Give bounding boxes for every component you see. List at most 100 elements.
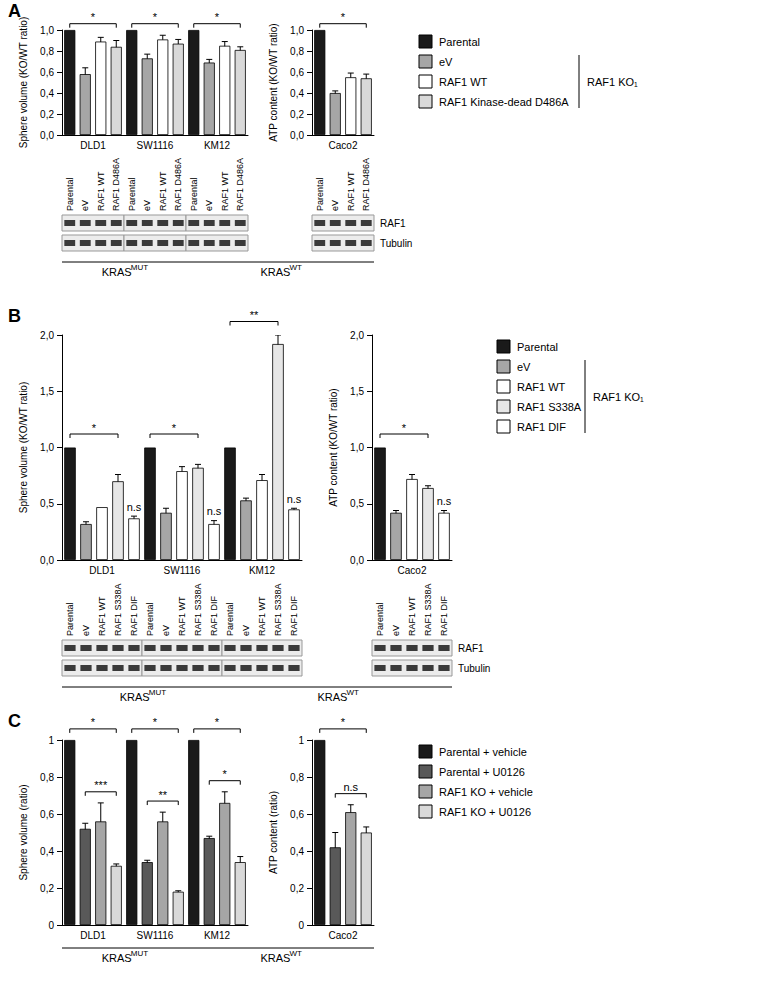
svg-text:DLD1: DLD1 (80, 930, 106, 941)
svg-text:eV: eV (517, 361, 531, 373)
svg-text:0: 0 (298, 920, 304, 931)
svg-text:*: * (223, 768, 228, 780)
svg-text:C: C (8, 711, 21, 731)
svg-text:RAF1 D486A: RAF1 D486A (173, 158, 183, 211)
svg-text:0,4: 0,4 (290, 846, 304, 857)
svg-text:RAF1 S338A: RAF1 S338A (193, 583, 203, 636)
svg-text:*: * (91, 716, 96, 728)
svg-text:0,8: 0,8 (290, 46, 304, 57)
svg-text:DLD1: DLD1 (80, 140, 106, 151)
svg-text:0,4: 0,4 (40, 846, 54, 857)
svg-text:n.s: n.s (207, 505, 222, 517)
svg-text:SW1116: SW1116 (137, 140, 174, 151)
svg-text:eV: eV (439, 56, 453, 68)
svg-text:Caco2: Caco2 (329, 140, 358, 151)
svg-text:RAF1: RAF1 (380, 218, 406, 229)
svg-text:RAF1 D486A: RAF1 D486A (111, 158, 121, 211)
svg-text:*: * (215, 11, 220, 23)
svg-text:RAF1 S338A: RAF1 S338A (113, 583, 123, 636)
svg-text:Parental: Parental (315, 177, 325, 211)
svg-text:SW1116: SW1116 (137, 930, 174, 941)
svg-text:1,0: 1,0 (350, 442, 364, 453)
svg-text:RAF1 WT: RAF1 WT (517, 381, 566, 393)
svg-text:*: * (341, 11, 346, 23)
svg-text:RAF1 Kinase-dead D486A: RAF1 Kinase-dead D486A (439, 96, 569, 108)
svg-text:**: ** (250, 309, 259, 321)
svg-text:1: 1 (298, 735, 304, 746)
svg-text:*: * (402, 422, 407, 434)
svg-text:n.s: n.s (127, 501, 142, 513)
svg-text:RAF1 S338A: RAF1 S338A (517, 401, 582, 413)
svg-text:RAF1 WT: RAF1 WT (257, 596, 267, 636)
svg-text:MUT: MUT (149, 688, 166, 697)
svg-text:Parental + U0126: Parental + U0126 (439, 766, 525, 778)
svg-text:Parental: Parental (189, 177, 199, 211)
svg-text:B: B (8, 306, 21, 326)
svg-text:0,6: 0,6 (40, 809, 54, 820)
svg-text:KM12: KM12 (249, 565, 276, 576)
svg-text:KRAS: KRAS (261, 266, 291, 278)
svg-text:ATP content (ratio): ATP content (ratio) (268, 791, 279, 874)
svg-text:0,0: 0,0 (40, 130, 54, 141)
svg-text:0,6: 0,6 (290, 67, 304, 78)
svg-text:*: * (215, 716, 220, 728)
svg-text:KM12: KM12 (204, 930, 231, 941)
svg-text:RAF1 WT: RAF1 WT (97, 596, 107, 636)
svg-text:0,8: 0,8 (290, 772, 304, 783)
svg-text:1,0: 1,0 (40, 442, 54, 453)
svg-text:n.s: n.s (287, 493, 302, 505)
svg-text:*: * (172, 422, 177, 434)
svg-text:0,2: 0,2 (290, 109, 304, 120)
svg-text:eV: eV (81, 625, 91, 636)
svg-text:0,6: 0,6 (40, 67, 54, 78)
svg-text:RAF1 D486A: RAF1 D486A (235, 158, 245, 211)
svg-text:Parental: Parental (517, 341, 558, 353)
svg-text:Parental: Parental (65, 177, 75, 211)
svg-text:Caco2: Caco2 (398, 565, 427, 576)
svg-text:ATP content (KO/WT ratio): ATP content (KO/WT ratio) (328, 388, 339, 506)
svg-text:RAF1 KO + U0126: RAF1 KO + U0126 (439, 806, 531, 818)
svg-text:WT: WT (290, 949, 303, 958)
svg-text:0: 0 (48, 920, 54, 931)
svg-text:Sphere volume (KO/WT ratio): Sphere volume (KO/WT ratio) (18, 382, 29, 514)
svg-text:DLD1: DLD1 (89, 565, 115, 576)
svg-text:RAF1 WT: RAF1 WT (158, 171, 168, 211)
svg-text:Tubulin: Tubulin (380, 238, 412, 249)
svg-text:RAF1 WT: RAF1 WT (177, 596, 187, 636)
svg-text:*: * (92, 422, 97, 434)
svg-text:eV: eV (241, 625, 251, 636)
svg-text:SW1116: SW1116 (164, 565, 201, 576)
svg-text:0,5: 0,5 (350, 498, 364, 509)
svg-text:*: * (91, 11, 96, 23)
svg-text:KRAS: KRAS (102, 266, 132, 278)
svg-text:MUT: MUT (131, 949, 148, 958)
svg-text:RAF1 D486A: RAF1 D486A (361, 158, 371, 211)
svg-text:RAF1: RAF1 (458, 643, 484, 654)
svg-text:WT: WT (290, 263, 303, 272)
svg-text:Parental: Parental (375, 602, 385, 636)
svg-text:MUT: MUT (131, 263, 148, 272)
svg-text:ATP content (KO/WT ratio): ATP content (KO/WT ratio) (268, 23, 279, 141)
svg-text:1,5: 1,5 (350, 386, 364, 397)
svg-text:RAF1 DIF: RAF1 DIF (439, 595, 449, 636)
svg-text:RAF1 KO₁: RAF1 KO₁ (587, 76, 638, 88)
svg-text:2,0: 2,0 (40, 330, 54, 341)
svg-text:1,5: 1,5 (40, 386, 54, 397)
svg-text:Parental: Parental (65, 602, 75, 636)
svg-text:RAF1 KO + vehicle: RAF1 KO + vehicle (439, 786, 533, 798)
svg-text:Tubulin: Tubulin (458, 663, 490, 674)
svg-text:eV: eV (330, 200, 340, 211)
svg-text:Parental: Parental (225, 602, 235, 636)
svg-text:KRAS: KRAS (261, 952, 291, 964)
svg-text:0,4: 0,4 (290, 88, 304, 99)
svg-text:eV: eV (161, 625, 171, 636)
svg-text:Sphere volume (KO/WT ratio): Sphere volume (KO/WT ratio) (18, 17, 29, 149)
svg-text:RAF1 WT: RAF1 WT (439, 76, 488, 88)
svg-text:0,0: 0,0 (40, 555, 54, 566)
svg-text:RAF1 DIF: RAF1 DIF (517, 421, 566, 433)
svg-text:*: * (153, 716, 158, 728)
svg-text:2,0: 2,0 (350, 330, 364, 341)
svg-text:*: * (341, 716, 346, 728)
svg-text:n.s: n.s (437, 495, 452, 507)
svg-text:RAF1 S338A: RAF1 S338A (423, 583, 433, 636)
